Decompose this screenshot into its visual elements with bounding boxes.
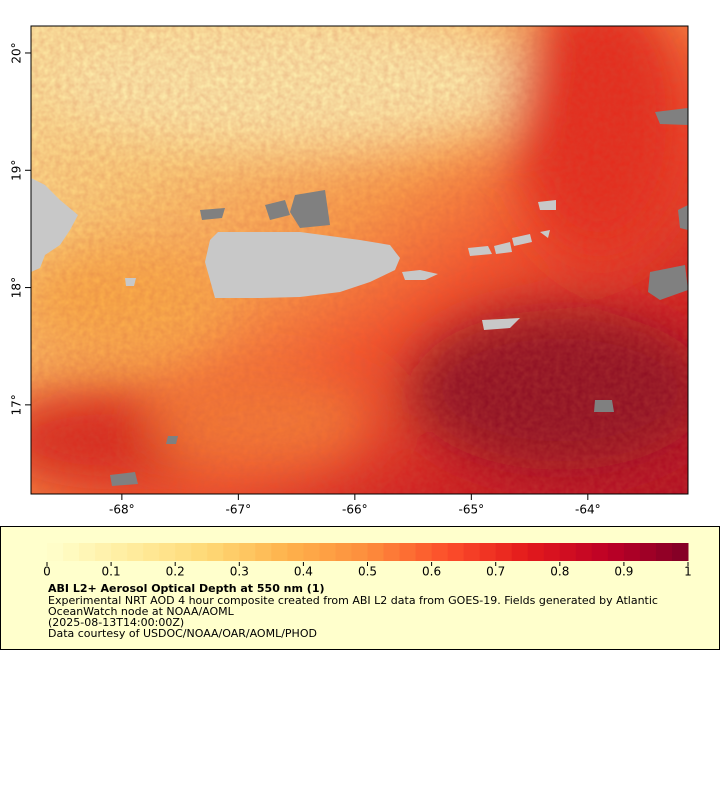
colorbar-step <box>335 543 352 561</box>
x-tick-label: -66° <box>342 503 368 517</box>
colorbar-step <box>63 543 80 561</box>
y-tick-label: 17° <box>10 394 24 415</box>
colorbar-step <box>559 543 577 561</box>
colorbar-tick-label: 0 <box>43 565 51 579</box>
legend-note: Data courtesy of USDOC/NOAA/OAR/AOML/PHO… <box>48 627 317 640</box>
colorbar-tick-label: 0.9 <box>614 565 633 579</box>
colorbar-step <box>191 543 208 561</box>
colorbar-tick-label: 0.5 <box>358 565 377 579</box>
aod-field <box>31 26 688 494</box>
colorbar-step <box>671 543 689 561</box>
colorbar-tick-label: 0.8 <box>550 565 569 579</box>
colorbar-step <box>607 543 625 561</box>
y-tick-label: 19° <box>10 160 24 181</box>
legend-title: ABI L2+ Aerosol Optical Depth at 550 nm … <box>48 582 325 595</box>
colorbar-step <box>431 543 449 561</box>
colorbar-step <box>591 543 609 561</box>
colorbar-step <box>479 543 497 561</box>
colorbar-step <box>111 543 128 561</box>
colorbar-step <box>207 543 224 561</box>
colorbar-step <box>255 543 272 561</box>
colorbar-step <box>415 543 433 561</box>
colorbar-step <box>511 543 529 561</box>
x-tick-label: -67° <box>226 503 252 517</box>
colorbar-step <box>351 543 368 561</box>
colorbar-tick-label: 0.3 <box>230 565 249 579</box>
map-frame <box>30 25 689 495</box>
colorbar-step <box>95 543 112 561</box>
colorbar-step <box>239 543 256 561</box>
y-tick-label: 18° <box>10 277 24 298</box>
colorbar-step <box>623 543 641 561</box>
colorbar-step <box>127 543 144 561</box>
legend-note: OceanWatch node at NOAA/AOML <box>48 605 235 618</box>
colorbar-step <box>543 543 561 561</box>
colorbar-step <box>575 543 593 561</box>
colorbar-step <box>655 543 673 561</box>
colorbar-step <box>639 543 657 561</box>
legend-note: (2025-08-13T14:00:00Z) <box>48 616 184 629</box>
colorbar-step <box>383 543 401 561</box>
colorbar-tick-label: 0.2 <box>166 565 185 579</box>
colorbar-step <box>319 543 336 561</box>
colorbar-step <box>527 543 545 561</box>
colorbar-tick-label: 0.1 <box>102 565 121 579</box>
colorbar-step <box>175 543 192 561</box>
x-tick-label: -64° <box>575 503 601 517</box>
colorbar-step <box>399 543 417 561</box>
colorbar-tick-label: 0.7 <box>486 565 505 579</box>
colorbar-step <box>159 543 176 561</box>
land <box>31 178 556 330</box>
legend-note: Experimental NRT AOD 4 hour composite cr… <box>48 594 658 607</box>
colorbar-step <box>463 543 481 561</box>
colorbar-tick-label: 0.6 <box>422 565 441 579</box>
colorbar-step <box>223 543 240 561</box>
colorbar-tick-label: 1 <box>684 565 692 579</box>
colorbar-step <box>287 543 304 561</box>
y-tick-label: 20° <box>10 42 24 63</box>
cloud-mask <box>110 108 688 486</box>
colorbar-step <box>271 543 288 561</box>
colorbar-step <box>495 543 513 561</box>
colorbar-step <box>367 543 385 561</box>
x-tick-label: -68° <box>109 503 135 517</box>
colorbar-step <box>303 543 320 561</box>
colorbar-step <box>447 543 465 561</box>
colorbar-step <box>79 543 96 561</box>
x-tick-label: -65° <box>459 503 485 517</box>
colorbar-step <box>47 543 64 561</box>
colorbar-step <box>143 543 160 561</box>
colorbar-tick-label: 0.4 <box>294 565 313 579</box>
